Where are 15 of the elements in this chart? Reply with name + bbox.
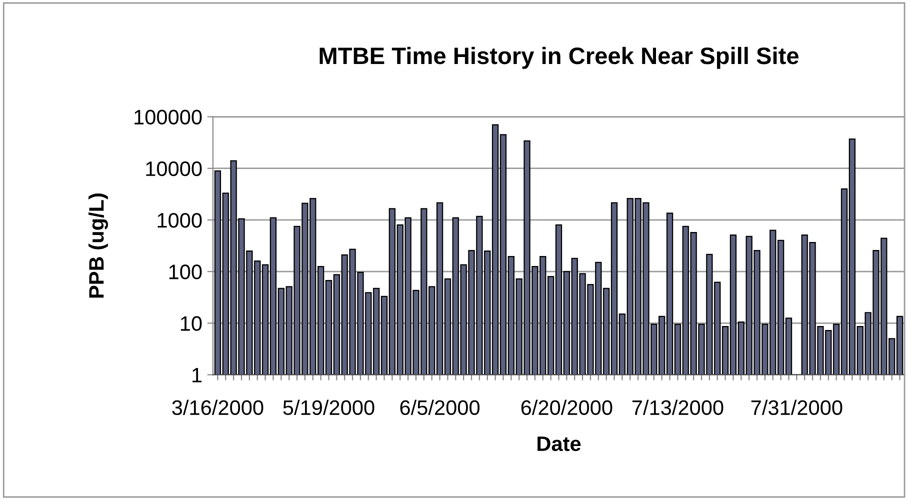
x-tick-label: 5/19/2000 (283, 400, 374, 416)
x-tick-label: 6/20/2000 (521, 400, 612, 416)
x-tick-label: 6/5/2000 (400, 400, 480, 416)
y-axis-title: PPB (ug/L) (88, 194, 108, 298)
y-tick-label: 100 (169, 264, 202, 280)
y-tick-label: 100000 (134, 110, 202, 125)
x-tick-label: 7/13/2000 (632, 400, 724, 416)
y-tick-label: 10 (180, 316, 202, 331)
x-axis-title: Date (538, 436, 581, 452)
x-tick-label: 3/16/2000 (172, 400, 264, 416)
chart-title: MTBE Time History in Creek Near Spill Site (320, 46, 799, 69)
y-tick-label: 1000 (158, 212, 202, 228)
y-tick-label: 10000 (146, 161, 202, 176)
y-tick-label: 1 (192, 368, 202, 382)
x-tick-label: 7/31/2000 (751, 400, 842, 416)
